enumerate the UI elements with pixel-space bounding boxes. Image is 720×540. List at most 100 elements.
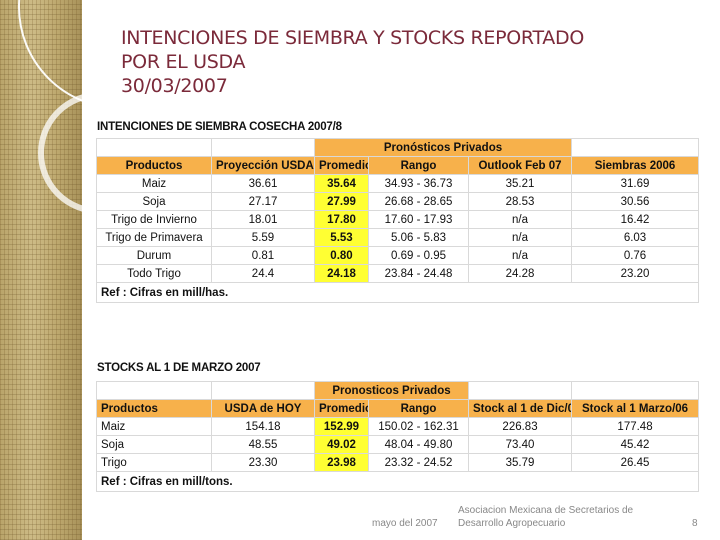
- product-cell: Todo Trigo: [96, 264, 212, 283]
- column-header: Siembras 2006: [571, 156, 700, 175]
- table2-caption: STOCKS AL 1 DE MARZO 2007: [97, 362, 261, 374]
- page-number: 8: [692, 518, 698, 529]
- group-header: Pronosticos Privados: [313, 381, 470, 400]
- table-group-header-row: Pronosticos Privados: [96, 381, 700, 400]
- table-row: Trigo 23.30 23.98 23.32 - 24.52 35.79 26…: [96, 453, 700, 472]
- column-header: Productos: [96, 156, 212, 175]
- average-cell: 0.80: [314, 246, 369, 265]
- range-cell: 23.84 - 24.48: [368, 264, 469, 283]
- column-header: Stock al 1 Marzo/06: [571, 399, 700, 418]
- header-blank: [571, 381, 700, 400]
- table-header-row: Productos USDA de HOY Promedio Rango Sto…: [96, 399, 700, 418]
- title-line: INTENCIONES DE SIEMBRA Y STOCKS REPORTAD…: [121, 27, 584, 49]
- column-header: USDA de HOY: [211, 399, 315, 418]
- value-cell: 36.61: [211, 174, 315, 193]
- average-cell: 152.99: [314, 417, 369, 436]
- column-header: Proyección USDA: [211, 156, 315, 175]
- footer-date: mayo del 2007: [372, 518, 438, 529]
- title-line: POR EL USDA: [121, 51, 246, 73]
- value-cell: 23.20: [571, 264, 700, 283]
- average-cell: 17.80: [314, 210, 369, 229]
- value-cell: 35.79: [468, 453, 573, 472]
- value-cell: 28.53: [467, 192, 573, 211]
- value-cell: 18.01: [211, 210, 315, 229]
- table-note-row: Ref : Cifras en mill/tons.: [95, 471, 700, 492]
- average-cell: 24.18: [314, 264, 369, 283]
- value-cell: 48.55: [211, 435, 315, 454]
- column-header: Outlook Feb 07: [467, 156, 573, 175]
- header-blank: [96, 381, 212, 400]
- column-header: Productos: [96, 399, 212, 418]
- product-cell: Maiz: [96, 417, 212, 436]
- value-cell: 23.30: [211, 453, 315, 472]
- table1-caption: INTENCIONES DE SIEMBRA COSECHA 2007/8: [97, 121, 342, 133]
- value-cell: n/a: [467, 228, 573, 247]
- value-cell: 226.83: [468, 417, 573, 436]
- product-cell: Durum: [96, 246, 212, 265]
- header-blank: [571, 138, 700, 157]
- range-cell: 23.32 - 24.52: [367, 453, 470, 472]
- range-cell: 17.60 - 17.93: [368, 210, 469, 229]
- range-cell: 0.69 - 0.95: [368, 246, 469, 265]
- value-cell: 45.42: [571, 435, 700, 454]
- value-cell: 0.81: [211, 246, 315, 265]
- average-cell: 23.98: [314, 453, 369, 472]
- value-cell: 24.28: [467, 264, 573, 283]
- sowing-intentions-table: Pronósticos Privados Productos Proyecció…: [95, 138, 700, 303]
- table-header-row: Productos Proyección USDA Promedio Rango…: [96, 156, 700, 175]
- product-cell: Soja: [96, 192, 212, 211]
- footer-organization: Asociacion Mexicana de Secretarios de De…: [458, 504, 633, 530]
- table-group-header-row: Pronósticos Privados: [96, 138, 700, 157]
- product-cell: Maiz: [96, 174, 212, 193]
- footer-org-line: Asociacion Mexicana de Secretarios de: [458, 505, 634, 516]
- product-cell: Trigo de Invierno: [96, 210, 212, 229]
- header-blank: [96, 138, 212, 157]
- value-cell: 73.40: [468, 435, 573, 454]
- range-cell: 48.04 - 49.80: [367, 435, 470, 454]
- table-row: Maiz 154.18 152.99 150.02 - 162.31 226.8…: [96, 417, 700, 436]
- average-cell: 49.02: [314, 435, 369, 454]
- table-row: Soja 48.55 49.02 48.04 - 49.80 73.40 45.…: [96, 435, 700, 454]
- range-cell: 26.68 - 28.65: [368, 192, 469, 211]
- table-row: Maiz 36.61 35.64 34.93 - 36.73 35.21 31.…: [96, 174, 700, 193]
- value-cell: 31.69: [571, 174, 700, 193]
- table-note: Ref : Cifras en mill/has.: [95, 282, 700, 303]
- header-blank: [468, 381, 573, 400]
- value-cell: 5.59: [211, 228, 315, 247]
- value-cell: 177.48: [571, 417, 700, 436]
- value-cell: 30.56: [571, 192, 700, 211]
- value-cell: 24.4: [211, 264, 315, 283]
- value-cell: 35.21: [467, 174, 573, 193]
- table-row: Durum 0.81 0.80 0.69 - 0.95 n/a 0.76: [96, 246, 700, 265]
- average-cell: 5.53: [314, 228, 369, 247]
- range-cell: 5.06 - 5.83: [368, 228, 469, 247]
- product-cell: Trigo de Primavera: [96, 228, 212, 247]
- slide-title: INTENCIONES DE SIEMBRA Y STOCKS REPORTAD…: [121, 26, 701, 98]
- range-cell: 34.93 - 36.73: [368, 174, 469, 193]
- table-row: Trigo de Invierno 18.01 17.80 17.60 - 17…: [96, 210, 700, 229]
- value-cell: n/a: [467, 246, 573, 265]
- table-row: Soja 27.17 27.99 26.68 - 28.65 28.53 30.…: [96, 192, 700, 211]
- column-header: Promedio: [314, 156, 369, 175]
- range-cell: 150.02 - 162.31: [367, 417, 470, 436]
- header-blank: [211, 138, 315, 157]
- value-cell: 6.03: [571, 228, 700, 247]
- value-cell: 0.76: [571, 246, 700, 265]
- column-header: Rango: [368, 156, 469, 175]
- value-cell: 16.42: [571, 210, 700, 229]
- footer-org-line: Desarrollo Agropecuario: [458, 518, 566, 529]
- product-cell: Soja: [96, 435, 212, 454]
- value-cell: 26.45: [571, 453, 700, 472]
- table-row: Todo Trigo 24.4 24.18 23.84 - 24.48 24.2…: [96, 264, 700, 283]
- table-note-row: Ref : Cifras en mill/has.: [95, 282, 700, 303]
- table-note: Ref : Cifras en mill/tons.: [95, 471, 700, 492]
- stocks-table: Pronosticos Privados Productos USDA de H…: [95, 381, 700, 492]
- average-cell: 35.64: [314, 174, 369, 193]
- column-header: Stock al 1 de Dic/06: [468, 399, 573, 418]
- header-blank: [211, 381, 315, 400]
- product-cell: Trigo: [96, 453, 212, 472]
- title-date: 30/03/2007: [121, 75, 228, 97]
- column-header: Rango: [367, 399, 470, 418]
- average-cell: 27.99: [314, 192, 369, 211]
- value-cell: n/a: [467, 210, 573, 229]
